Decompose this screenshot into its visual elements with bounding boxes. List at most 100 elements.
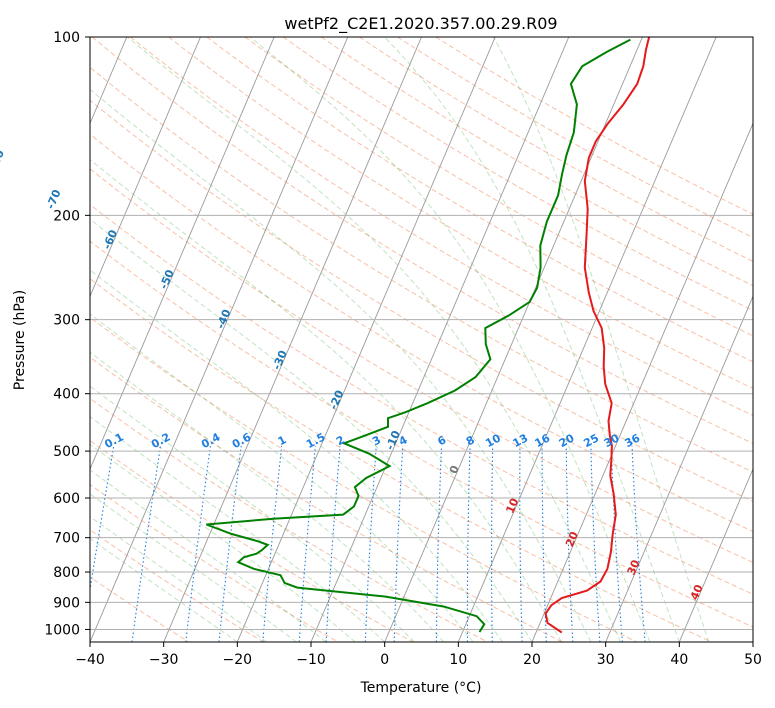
isotherm-line	[384, 37, 643, 642]
mixing-ratio-line	[631, 445, 646, 642]
moist-adiabat	[90, 469, 327, 642]
moist-adiabat	[90, 269, 503, 642]
isotherm-line	[531, 122, 753, 642]
y-tick-label: 800	[53, 565, 80, 581]
dry-adiabat	[90, 529, 264, 642]
mixing-ratio-label: 30	[602, 431, 622, 450]
isotherm-label: 30	[625, 558, 643, 577]
dry-adiabat	[90, 397, 488, 642]
mixing-ratio-line	[298, 445, 316, 642]
y-tick-label: 200	[53, 208, 80, 224]
dry-adiabat	[244, 37, 753, 337]
mixing-ratio-line	[610, 445, 623, 642]
mixing-ratio-label: 2	[334, 433, 347, 448]
dry-adiabat	[91, 37, 753, 445]
x-tick-label: −40	[75, 652, 105, 668]
mixing-ratio-line	[519, 445, 523, 642]
mixing-ratio-label: 16	[533, 431, 553, 450]
dry-adiabat	[90, 316, 638, 642]
chart-background-lines	[90, 37, 753, 642]
y-tick-label: 700	[53, 531, 80, 547]
isotherm-line	[90, 37, 201, 298]
isotherm-line	[605, 295, 753, 642]
mixing-ratio-line	[435, 445, 443, 642]
x-tick-label: −30	[149, 652, 179, 668]
mixing-ratio-line	[262, 445, 283, 642]
dry-adiabat	[90, 356, 563, 642]
mixing-ratio-label: 0.6	[230, 430, 254, 451]
x-tick-label: 20	[523, 652, 541, 668]
dry-adiabat	[90, 66, 753, 473]
dry-adiabat	[130, 37, 753, 417]
isotherm-label: 10	[503, 496, 521, 515]
mixing-ratio-line	[218, 445, 242, 642]
mixing-ratio-line	[541, 445, 547, 642]
y-axis-title: Pressure (hPa)	[12, 290, 28, 390]
y-tick-label: 500	[53, 444, 80, 460]
dry-adiabat	[397, 37, 753, 239]
dry-adiabat	[206, 37, 753, 363]
dry-adiabat	[282, 37, 753, 312]
mixing-ratio-line	[466, 445, 471, 642]
mixing-ratio-line	[565, 445, 574, 642]
x-tick-label: 50	[744, 652, 762, 668]
mixing-ratio-label: 10	[483, 431, 503, 450]
mixing-ratio-label: 25	[581, 431, 601, 450]
isotherm-line	[678, 467, 753, 642]
mixing-ratio-line	[364, 445, 377, 642]
mixing-ratio-line	[325, 445, 341, 642]
chart-title: wetPf2_C2E1.2020.357.00.29.R09	[284, 14, 557, 34]
x-tick-label: 0	[380, 652, 389, 668]
moist-adiabat	[90, 415, 386, 642]
dry-adiabat	[90, 483, 339, 642]
mixing-ratio-label: 0.2	[149, 430, 172, 451]
moist-adiabat	[90, 88, 592, 642]
moist-adiabat	[90, 515, 268, 642]
y-tick-label: 1000	[44, 622, 80, 638]
x-tick-label: −20	[223, 652, 253, 668]
dry-adiabat	[90, 278, 712, 642]
y-tick-label: 300	[53, 313, 80, 329]
mixing-ratio-label: 20	[557, 431, 577, 450]
isotherm-line	[752, 640, 753, 642]
dry-adiabat	[90, 133, 753, 533]
x-axis-title: Temperature (°C)	[360, 680, 482, 696]
y-tick-label: 400	[53, 387, 80, 403]
dry-adiabat	[90, 203, 753, 595]
mixing-ratio-line	[90, 445, 115, 594]
moist-adiabat	[90, 493, 297, 642]
moist-adiabat	[127, 37, 621, 642]
moist-adiabat	[249, 37, 651, 642]
mixing-ratio-label: 6	[436, 433, 449, 448]
mixing-ratio-line	[490, 445, 494, 642]
mixing-ratio-line	[131, 445, 162, 642]
isotherm-line	[310, 37, 570, 642]
y-tick-label: 900	[53, 595, 80, 611]
chart-series	[206, 37, 651, 634]
mixing-ratio-line	[590, 445, 601, 642]
moist-adiabat	[90, 218, 533, 642]
dry-adiabat	[90, 440, 414, 642]
mixing-ratio-label: 8	[464, 433, 477, 448]
moist-adiabat	[90, 385, 415, 642]
x-tick-label: 10	[449, 652, 467, 668]
dry-adiabat	[90, 240, 753, 628]
isotherm-label: 40	[688, 582, 706, 601]
x-tick-label: 40	[670, 652, 688, 668]
y-tick-label: 100	[53, 30, 80, 46]
y-tick-label: 600	[53, 491, 80, 507]
isotherm-line	[90, 37, 349, 642]
mixing-ratio-label: 13	[511, 431, 531, 450]
mixing-ratio-line	[393, 445, 404, 642]
isotherm-line	[163, 37, 422, 642]
moist-adiabat	[492, 37, 710, 642]
dry-adiabat	[90, 576, 190, 642]
mixing-ratio-line	[185, 445, 211, 642]
dry-adiabat	[320, 37, 753, 287]
dry-adiabat	[168, 37, 753, 389]
isotherm-line	[236, 37, 496, 642]
moist-adiabat	[384, 37, 680, 642]
x-tick-label: 30	[597, 652, 615, 668]
isotherm-line	[457, 37, 717, 642]
